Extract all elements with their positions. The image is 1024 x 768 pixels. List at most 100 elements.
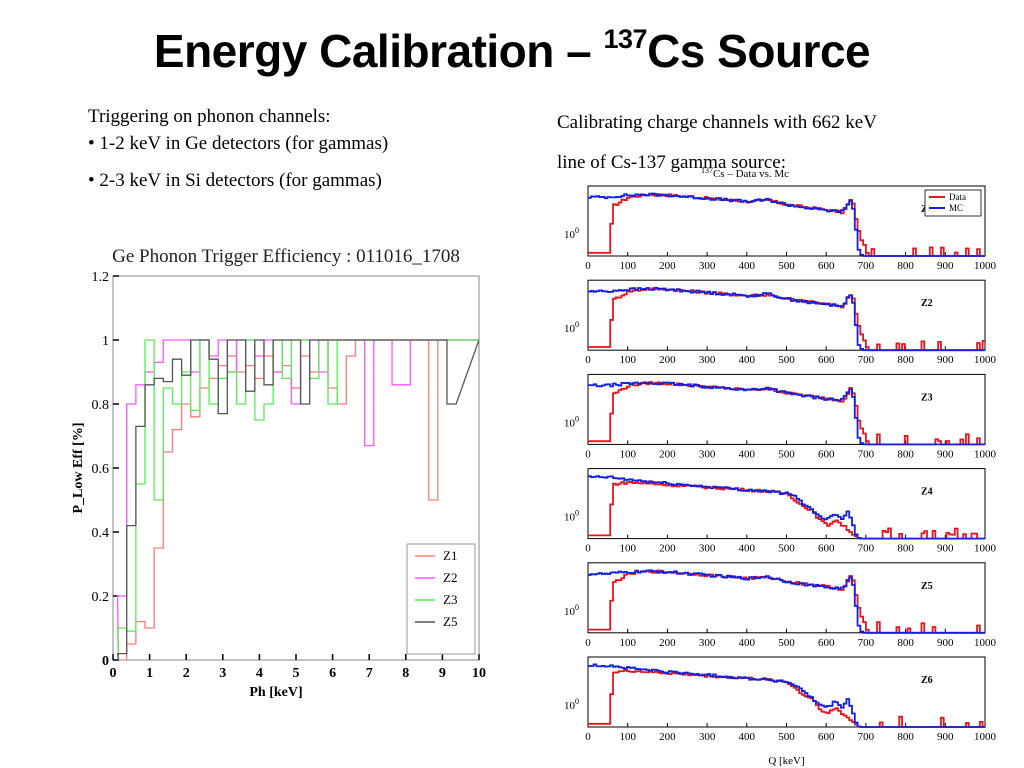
x-tick-label: 800 — [897, 731, 914, 743]
y-tick-exponent: 0 — [575, 603, 579, 612]
x-tick-label: 0 — [110, 666, 117, 681]
cs137-spectra-chart: 137Cs – Data vs. Mc0 100 200 300 400 500 600 70… — [564, 166, 997, 767]
y-tick-exponent: 0 — [575, 509, 579, 518]
x-tick-label: 0 — [585, 354, 591, 366]
x-tick-label: 400 — [739, 637, 756, 649]
x-tick-label: 500 — [778, 731, 795, 743]
x-tick-label: 700 — [858, 354, 875, 366]
x-axis-label: Ph [keV] — [249, 685, 302, 700]
x-tick-label: 900 — [937, 260, 954, 272]
y-tick-label: 0.8 — [92, 398, 110, 413]
spectrum-title-main: Cs – Data vs. Mc — [713, 168, 789, 180]
spectrum-panel-z3 — [587, 373, 986, 445]
spectrum-panel-z5 — [587, 562, 986, 634]
y-tick-label: 1.2 — [92, 270, 110, 285]
x-tick-label: 0 — [585, 260, 591, 272]
x-tick-label: 1000 — [974, 448, 997, 460]
y-tick-base: 10 — [564, 323, 576, 335]
y-tick-label: 100 — [564, 414, 579, 429]
panel-label-z5: Z5 — [921, 581, 933, 592]
x-tick-label: 800 — [897, 354, 914, 366]
y-tick-exponent: 0 — [575, 697, 579, 706]
panel-z3-mc-line — [588, 381, 985, 446]
spectrum-panel-z2 — [587, 279, 986, 351]
spectrum-panel-z6 — [587, 656, 986, 728]
x-tick-label: 500 — [778, 354, 795, 366]
spectrum-legend-label-data: Data — [949, 192, 966, 202]
x-tick-label: 700 — [858, 637, 875, 649]
left-text-block: Triggering on phonon channels: • 1-2 keV… — [88, 103, 388, 194]
x-tick-label: 1000 — [974, 354, 997, 366]
x-tick-label: 600 — [818, 260, 835, 272]
legend-label-z3: Z3 — [443, 592, 457, 607]
y-tick-label: 100 — [564, 697, 579, 712]
spectrum-legend-label-mc: MC — [949, 203, 963, 213]
x-tick-label: 4 — [256, 666, 263, 681]
x-tick-label: 200 — [659, 543, 676, 555]
spectrum-x-axis-label: Q [keV] — [768, 755, 804, 767]
x-tick-label: 8 — [402, 666, 409, 681]
x-tick-label: 300 — [699, 260, 716, 272]
left-heading: Triggering on phonon channels: — [88, 106, 331, 127]
x-tick-label: 1000 — [974, 543, 997, 555]
spectrum-title-sup: 137 — [701, 166, 713, 175]
x-tick-label: 300 — [699, 448, 716, 460]
y-tick-exponent: 0 — [575, 414, 579, 423]
x-tick-label: 0 — [585, 637, 591, 649]
right-line-2: line of Cs-137 gamma source: — [557, 152, 787, 173]
legend-label-z5: Z5 — [443, 614, 457, 629]
x-tick-label: 500 — [778, 543, 795, 555]
x-tick-label: 0 — [585, 448, 591, 460]
y-tick-exponent: 0 — [575, 226, 579, 235]
x-tick-label: 0 — [585, 543, 591, 555]
x-tick-label: 900 — [937, 731, 954, 743]
x-tick-label: 100 — [619, 637, 636, 649]
x-tick-label: 800 — [897, 448, 914, 460]
x-tick-label: 800 — [897, 260, 914, 272]
x-tick-label: 700 — [858, 448, 875, 460]
x-tick-label: 100 — [619, 448, 636, 460]
x-tick-label: 7 — [366, 666, 373, 681]
right-text-block: Calibrating charge channels with 662 keV… — [557, 103, 877, 183]
x-tick-label: 700 — [858, 543, 875, 555]
x-tick-label: 10 — [472, 666, 486, 681]
x-tick-label: 200 — [659, 354, 676, 366]
x-tick-label: 6 — [329, 666, 336, 681]
x-tick-label: 500 — [778, 637, 795, 649]
y-tick-base: 10 — [564, 417, 576, 429]
x-tick-label: 300 — [699, 731, 716, 743]
y-tick-label: 100 — [564, 226, 579, 241]
y-tick-label: 0.4 — [92, 526, 110, 541]
legend-label-z1: Z1 — [443, 548, 457, 563]
y-tick-base: 10 — [564, 229, 576, 241]
x-tick-label: 100 — [619, 543, 636, 555]
x-tick-label: 600 — [818, 731, 835, 743]
x-tick-label: 200 — [659, 448, 676, 460]
panel-label-z3: Z3 — [921, 392, 933, 403]
bullet-ge: • 1-2 keV in Ge detectors (for gammas) — [88, 133, 389, 154]
y-tick-exponent: 0 — [575, 320, 579, 329]
x-tick-label: 900 — [937, 448, 954, 460]
panel-z4-mc-line — [588, 475, 985, 540]
x-tick-label: 900 — [937, 354, 954, 366]
x-tick-label: 600 — [818, 637, 835, 649]
x-tick-label: 700 — [858, 731, 875, 743]
y-tick-label: 100 — [564, 509, 579, 524]
x-tick-label: 300 — [699, 637, 716, 649]
chart-title: Ge Phonon Trigger Efficiency : 011016_17… — [112, 246, 460, 267]
y-tick-base: 10 — [564, 700, 576, 712]
y-tick-label: 0 — [102, 654, 109, 669]
x-tick-label: 700 — [858, 260, 875, 272]
x-tick-label: 500 — [778, 448, 795, 460]
series-z5-line — [116, 339, 479, 660]
y-tick-label: 0.2 — [92, 590, 110, 605]
legend-label-z2: Z2 — [443, 570, 457, 585]
spectrum-panel-z4 — [587, 468, 986, 540]
x-tick-label: 1000 — [974, 260, 997, 272]
x-tick-label: 800 — [897, 637, 914, 649]
x-tick-label: 300 — [699, 543, 716, 555]
x-tick-label: 300 — [699, 354, 716, 366]
x-tick-label: 0 — [585, 731, 591, 743]
x-tick-label: 3 — [219, 666, 226, 681]
trigger-efficiency-chart: Ge Phonon Trigger Efficiency : 011016_17… — [71, 246, 486, 700]
